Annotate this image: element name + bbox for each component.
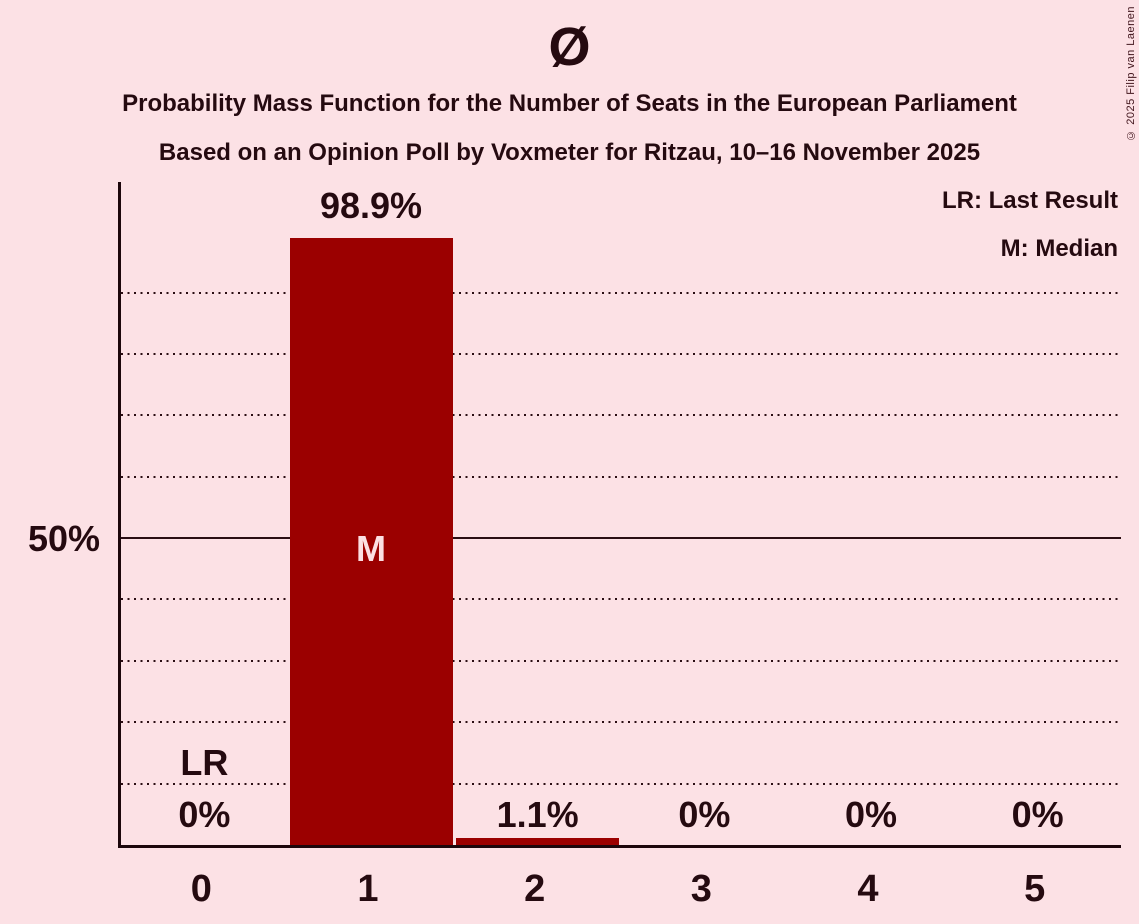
- value-label-seat-2: 1.1%: [496, 794, 579, 835]
- y-axis-50-label: 50%: [27, 518, 100, 559]
- x-tick-label-4: 4: [857, 868, 879, 910]
- plot-area: 0% 98.9% 1.1% 0% 0% 0% LR M: [118, 182, 1121, 848]
- gridline-50-percent-solid: [121, 536, 1121, 540]
- gridline-30-percent: [121, 659, 1121, 662]
- x-tick-label-3: 3: [690, 868, 712, 910]
- value-label-seat-1: 98.9%: [319, 184, 423, 226]
- gridline-60-percent: [121, 475, 1121, 478]
- bar-seat-2: [456, 838, 620, 845]
- value-label-seat-4: 0%: [844, 794, 898, 835]
- last-result-marker-label: LR: [180, 742, 229, 783]
- value-label-seat-5: 0%: [1011, 794, 1064, 835]
- x-tick-label-5: 5: [1024, 868, 1046, 910]
- value-label-seat-3: 0%: [678, 794, 731, 835]
- chart-subtitle-line1: Probability Mass Function for the Number…: [122, 90, 1017, 117]
- chart-subtitle-line2: Based on an Opinion Poll by Voxmeter for…: [158, 139, 981, 166]
- bar-seat-1: [289, 237, 453, 845]
- value-label-seat-0: 0%: [178, 794, 231, 835]
- median-marker-label: M: [356, 528, 386, 569]
- gridline-80-percent: [121, 352, 1121, 355]
- gridline-70-percent: [121, 414, 1121, 417]
- legend-last-result: LR: Last Result: [941, 187, 1118, 214]
- gridline-90-percent: [121, 291, 1121, 294]
- legend-median: M: Median: [1000, 235, 1118, 262]
- x-tick-label-0: 0: [190, 868, 212, 910]
- x-tick-label-2: 2: [524, 868, 546, 910]
- x-tick-label-1: 1: [357, 868, 379, 910]
- gridline-10-percent: [121, 782, 1121, 785]
- gridline-40-percent: [121, 598, 1121, 601]
- gridline-20-percent: [121, 721, 1121, 724]
- chart-title: Ø: [548, 17, 591, 77]
